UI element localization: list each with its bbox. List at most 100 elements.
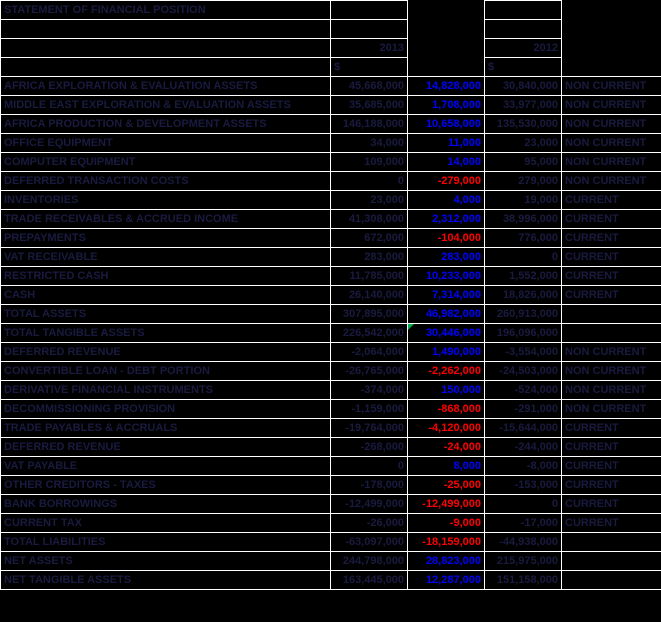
empty-cell[interactable] (408, 39, 485, 58)
row-label-cell[interactable]: VAT PAYABLE (0, 456, 331, 476)
value-2012-cell[interactable]: 23,000 (484, 133, 562, 153)
row-label-cell[interactable]: NET TANGIBLE ASSETS (0, 570, 331, 590)
empty-cell[interactable] (330, 19, 408, 39)
row-label-cell[interactable]: PREPAYMENTS (0, 228, 331, 248)
value-2012-cell[interactable]: 0 (484, 247, 562, 267)
empty-cell[interactable] (0, 57, 331, 77)
change-cell[interactable]: -9,000 (407, 513, 485, 533)
change-cell[interactable]: -25,000 (407, 475, 485, 495)
value-2013-cell[interactable]: 45,668,000 (330, 76, 408, 96)
value-2012-cell[interactable]: 151,158,000 (484, 570, 562, 590)
empty-cell[interactable] (484, 19, 562, 39)
row-label-cell[interactable]: TRADE PAYABLES & ACCRUALS (0, 418, 331, 438)
change-cell[interactable]: -868,000 (407, 399, 485, 419)
classification-cell[interactable]: NON CURRENT (561, 76, 661, 96)
row-label-cell[interactable]: CONVERTIBLE LOAN - DEBT PORTION (0, 361, 331, 381)
value-2013-cell[interactable]: 244,798,000 (330, 551, 408, 571)
change-cell[interactable]: -24,000 (407, 437, 485, 457)
value-2013-cell[interactable]: -178,000 (330, 475, 408, 495)
value-2013-cell[interactable]: 163,445,000 (330, 570, 408, 590)
value-2012-cell[interactable]: -17,000 (484, 513, 562, 533)
change-cell[interactable]: -104,000 (407, 228, 485, 248)
value-2012-cell[interactable]: 215,975,000 (484, 551, 562, 571)
row-label-cell[interactable]: DERIVATIVE FINANCIAL INSTRUMENTS (0, 380, 331, 400)
classification-cell[interactable]: CURRENT (561, 494, 661, 514)
value-2012-cell[interactable]: 1,552,000 (484, 266, 562, 286)
value-2013-cell[interactable]: 35,685,000 (330, 95, 408, 115)
value-2012-cell[interactable]: -15,644,000 (484, 418, 562, 438)
classification-cell[interactable] (561, 323, 661, 343)
row-label-cell[interactable]: DECOMMISSIONING PROVISION (0, 399, 331, 419)
classification-cell[interactable]: CURRENT (561, 247, 661, 267)
change-cell[interactable]: 10,658,000 (407, 114, 485, 134)
row-label-cell[interactable]: VAT RECEIVABLE (0, 247, 331, 267)
change-cell[interactable]: -2,262,000 (407, 361, 485, 381)
value-2012-cell[interactable]: -24,503,000 (484, 361, 562, 381)
row-label-cell[interactable]: COMPUTER EQUIPMENT (0, 152, 331, 172)
value-2013-cell[interactable]: 226,542,000 (330, 323, 408, 343)
classification-cell[interactable]: CURRENT (561, 437, 661, 457)
row-label-cell[interactable]: OTHER CREDITORS - TAXES (0, 475, 331, 495)
row-label-cell[interactable]: TOTAL LIABILITIES (0, 532, 331, 552)
value-2012-cell[interactable]: 30,840,000 (484, 76, 562, 96)
value-2012-cell[interactable]: 95,000 (484, 152, 562, 172)
value-2012-cell[interactable]: -291,000 (484, 399, 562, 419)
change-cell[interactable]: -279,000 (407, 171, 485, 191)
change-cell[interactable]: -18,159,000 (407, 532, 485, 552)
change-cell[interactable]: -12,499,000 (407, 494, 485, 514)
value-2013-cell[interactable]: 307,895,000 (330, 304, 408, 324)
value-2013-cell[interactable]: -1,159,000 (330, 399, 408, 419)
classification-cell[interactable]: NON CURRENT (561, 95, 661, 115)
classification-cell[interactable]: CURRENT (561, 266, 661, 286)
change-cell[interactable]: 1,708,000 (407, 95, 485, 115)
value-2012-cell[interactable]: 135,530,000 (484, 114, 562, 134)
value-2013-cell[interactable]: 26,140,000 (330, 285, 408, 305)
classification-cell[interactable]: NON CURRENT (561, 399, 661, 419)
value-2012-cell[interactable]: 279,000 (484, 171, 562, 191)
change-cell[interactable]: 14,000 (407, 152, 485, 172)
classification-cell[interactable]: CURRENT (561, 475, 661, 495)
change-cell[interactable]: 30,446,000 (407, 323, 485, 343)
value-2012-cell[interactable]: -524,000 (484, 380, 562, 400)
value-2013-cell[interactable]: 41,308,000 (330, 209, 408, 229)
value-2013-cell[interactable]: -63,097,000 (330, 532, 408, 552)
classification-cell[interactable]: NON CURRENT (561, 171, 661, 191)
value-2012-cell[interactable]: -8,000 (484, 456, 562, 476)
change-cell[interactable]: 46,982,000 (407, 304, 485, 324)
value-2012-cell[interactable]: 33,977,000 (484, 95, 562, 115)
value-2012-cell[interactable]: -3,554,000 (484, 342, 562, 362)
value-2012-cell[interactable]: -44,938,000 (484, 532, 562, 552)
classification-cell[interactable]: NON CURRENT (561, 380, 661, 400)
value-2013-cell[interactable]: 0 (330, 456, 408, 476)
value-2013-cell[interactable]: -26,765,000 (330, 361, 408, 381)
row-label-cell[interactable]: NET ASSETS (0, 551, 331, 571)
value-2012-cell[interactable]: 0 (484, 494, 562, 514)
value-2013-cell[interactable]: 34,000 (330, 133, 408, 153)
change-cell[interactable]: -4,120,000 (407, 418, 485, 438)
classification-cell[interactable]: CURRENT (561, 209, 661, 229)
change-cell[interactable]: 8,000 (407, 456, 485, 476)
change-cell[interactable]: 28,823,000 (407, 551, 485, 571)
classification-cell[interactable]: CURRENT (561, 513, 661, 533)
year-2012-cell[interactable]: 2012 (484, 38, 562, 58)
value-2012-cell[interactable]: 196,096,000 (484, 323, 562, 343)
value-2013-cell[interactable]: 11,785,000 (330, 266, 408, 286)
value-2012-cell[interactable]: 18,826,000 (484, 285, 562, 305)
change-cell[interactable]: 12,287,000 (407, 570, 485, 590)
change-cell[interactable]: 1,490,000 (407, 342, 485, 362)
change-cell[interactable]: 2,312,000 (407, 209, 485, 229)
value-2012-cell[interactable]: 19,000 (484, 190, 562, 210)
value-2013-cell[interactable]: 0 (330, 171, 408, 191)
empty-cell[interactable] (562, 20, 661, 39)
empty-cell[interactable] (408, 1, 485, 20)
row-label-cell[interactable]: CASH (0, 285, 331, 305)
change-cell[interactable]: 11,000 (407, 133, 485, 153)
value-2012-cell[interactable]: 260,913,000 (484, 304, 562, 324)
value-2013-cell[interactable]: 283,000 (330, 247, 408, 267)
classification-cell[interactable]: CURRENT (561, 285, 661, 305)
row-label-cell[interactable]: AFRICA EXPLORATION & EVALUATION ASSETS (0, 76, 331, 96)
classification-cell[interactable]: CURRENT (561, 190, 661, 210)
row-label-cell[interactable]: TRADE RECEIVABLES & ACCRUED INCOME (0, 209, 331, 229)
row-label-cell[interactable]: DEFERRED TRANSACTION COSTS (0, 171, 331, 191)
value-2013-cell[interactable]: -12,499,000 (330, 494, 408, 514)
